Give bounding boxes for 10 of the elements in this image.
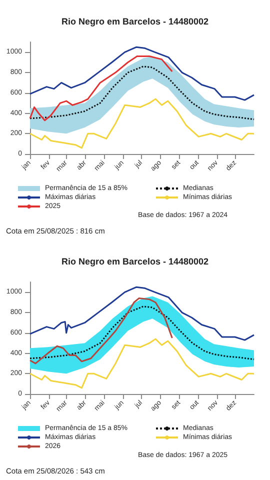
line-series bbox=[29, 306, 255, 360]
line-series bbox=[29, 286, 255, 341]
line-series bbox=[29, 98, 255, 149]
line-series bbox=[29, 338, 255, 389]
chart-title: Rio Negro em Barcelos - 14480002 bbox=[61, 256, 209, 266]
line-series bbox=[29, 56, 173, 122]
line-series bbox=[29, 46, 255, 101]
line-series bbox=[29, 298, 173, 364]
line-series bbox=[29, 66, 255, 120]
chart-title: Rio Negro em Barcelos - 14480002 bbox=[61, 16, 209, 26]
